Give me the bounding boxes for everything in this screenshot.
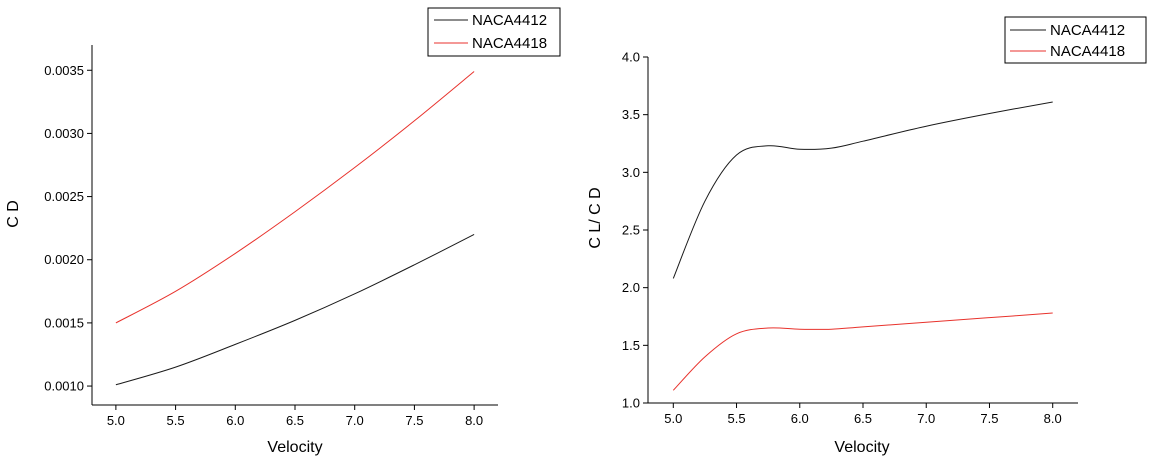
x-tick-label: 5.5 xyxy=(727,411,745,426)
y-tick-label: 0.0030 xyxy=(44,126,84,141)
y-tick-label: 0.0035 xyxy=(44,63,84,78)
legend: NACA4412 NACA4418 xyxy=(1004,16,1147,64)
x-tick-label: 6.5 xyxy=(286,413,304,428)
series-line-naca4418 xyxy=(115,71,475,324)
legend-box xyxy=(427,7,561,57)
y-axis-title: C L/ C D xyxy=(587,187,604,248)
y-tick-label: 0.0010 xyxy=(44,379,84,394)
x-tick-label: 5.5 xyxy=(167,413,185,428)
y-tick-label: 1.5 xyxy=(622,338,640,353)
y-tick-label: 3.0 xyxy=(622,165,640,180)
x-tick-label: 8.0 xyxy=(1044,411,1062,426)
x-tick-label: 6.5 xyxy=(854,411,872,426)
x-axis-title: Velocity xyxy=(267,439,322,456)
series-line-naca4412 xyxy=(672,101,1053,279)
cd-chart: 5.0 5.5 6.0 6.5 7.0 7.5 8.0 0.0010 0.0015 0.0020 0… xyxy=(5,7,561,456)
y-tick-label: 2.5 xyxy=(622,223,640,238)
y-tick-label: 4.0 xyxy=(622,50,640,65)
y-tick-label: 3.5 xyxy=(622,107,640,122)
x-tick-label: 7.5 xyxy=(980,411,998,426)
legend-label-naca4412: NACA4412 xyxy=(1050,22,1125,39)
x-axis-title: Velocity xyxy=(834,439,889,456)
x-tick-label: 5.0 xyxy=(107,413,125,428)
y-tick-label: 2.0 xyxy=(622,280,640,295)
legend: NACA4412 NACA4418 xyxy=(427,7,561,57)
legend-box xyxy=(1004,16,1147,64)
legend-label-naca4418: NACA4418 xyxy=(472,35,547,52)
cl-cd-chart: 5.0 5.5 6.0 6.5 7.0 7.5 8.0 1.0 1.5 2.0 2.5 3.0 3.5 4… xyxy=(587,16,1147,456)
y-tick-label: 0.0020 xyxy=(44,252,84,267)
series-line-naca4412 xyxy=(115,234,475,386)
x-tick-label: 6.0 xyxy=(226,413,244,428)
x-tick-label: 6.0 xyxy=(791,411,809,426)
x-tick-label: 5.0 xyxy=(664,411,682,426)
x-tick-label: 7.0 xyxy=(346,413,364,428)
y-tick-label: 0.0015 xyxy=(44,315,84,330)
legend-label-naca4412: NACA4412 xyxy=(472,12,547,29)
series-line-naca4418 xyxy=(672,312,1053,391)
y-tick-label: 0.0025 xyxy=(44,189,84,204)
x-tick-label: 7.5 xyxy=(405,413,423,428)
y-tick-label: 1.0 xyxy=(622,396,640,411)
x-tick-label: 7.0 xyxy=(917,411,935,426)
x-tick-label: 8.0 xyxy=(465,413,483,428)
legend-label-naca4418: NACA4418 xyxy=(1050,43,1125,60)
y-axis-title: C D xyxy=(5,200,22,228)
